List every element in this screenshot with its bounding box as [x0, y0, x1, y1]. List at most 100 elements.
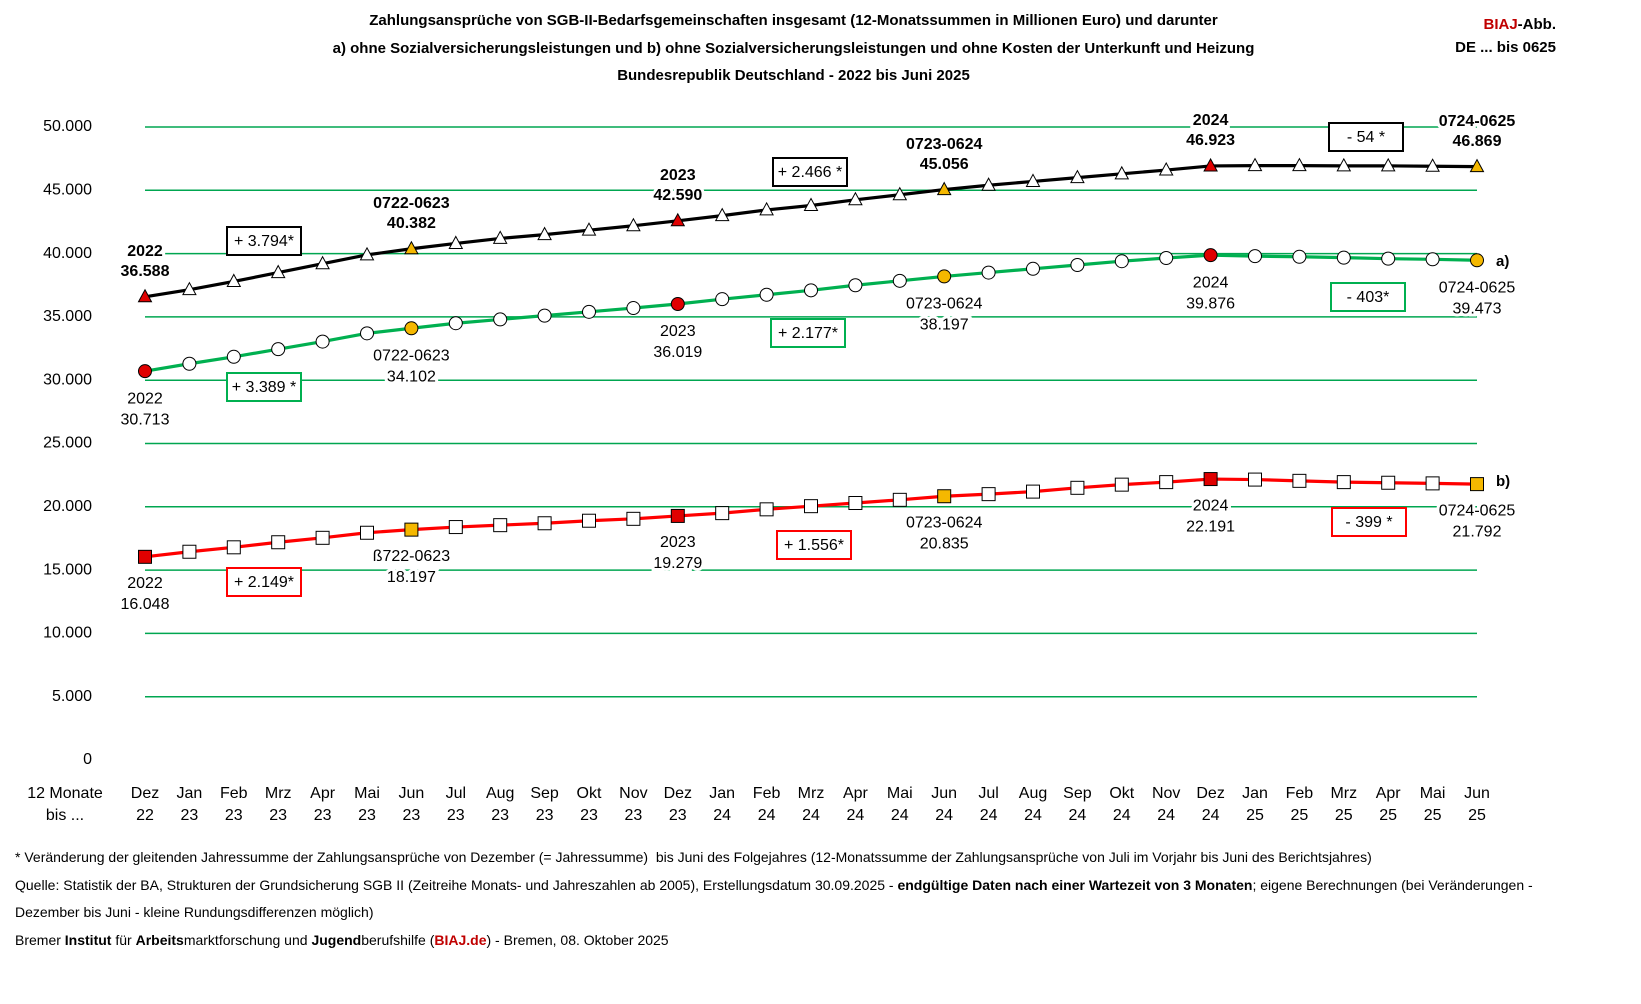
change-box [226, 372, 302, 402]
x-tick-label: Apr 23 [310, 785, 336, 824]
change-box [226, 226, 302, 256]
footnote-text: endgültige Daten nach einer Wartezeit vo… [897, 876, 1253, 893]
marker [981, 487, 996, 502]
period-label: 2023 [660, 323, 696, 340]
marker [493, 518, 508, 533]
y-tick-label: 40.000 [43, 245, 92, 262]
marker [537, 308, 552, 323]
marker [315, 530, 330, 545]
marker [271, 342, 286, 357]
marker [360, 525, 374, 540]
marker [1247, 157, 1263, 172]
marker [1159, 475, 1174, 490]
y-tick-label: 10.000 [43, 625, 92, 642]
period-label: 0722-0623 [373, 195, 450, 212]
period-label: 2024 [1193, 497, 1229, 514]
change-box [770, 318, 846, 348]
marker [404, 321, 419, 336]
x-tick-label: Okt 24 [1109, 785, 1135, 824]
marker [759, 201, 774, 216]
footnote-text: BIAJ.de [434, 931, 487, 948]
period-label: 2024 [1193, 274, 1229, 291]
marker [937, 269, 952, 284]
marker [626, 511, 641, 526]
marker [1292, 157, 1307, 172]
marker [981, 265, 996, 280]
marker [1203, 472, 1218, 487]
marker [1203, 248, 1218, 263]
marker [582, 513, 596, 528]
period-label: 0724-0625 [1439, 502, 1516, 519]
marker [626, 217, 641, 232]
marker [1159, 251, 1174, 266]
marker [404, 240, 419, 255]
marker [1248, 249, 1262, 264]
period-label: ß722-0623 [373, 548, 450, 565]
x-tick-label: Dez 22 [130, 785, 160, 824]
data-label: 36.019 [653, 344, 702, 361]
marker [360, 326, 374, 341]
x-tick-label: Mai 24 [886, 785, 913, 824]
marker [270, 264, 286, 279]
period-label: 0724-0625 [1439, 279, 1516, 296]
data-label: 22.191 [1186, 518, 1235, 535]
data-label: 30.713 [121, 411, 170, 428]
y-tick-label: 45.000 [43, 182, 92, 199]
marker [315, 334, 330, 349]
marker [803, 197, 819, 211]
marker [1381, 251, 1396, 266]
marker [1114, 254, 1129, 269]
marker [1070, 257, 1085, 272]
marker [937, 489, 952, 504]
footnote-text: für [111, 931, 136, 948]
marker [537, 226, 552, 241]
marker [537, 516, 552, 531]
series-line [144, 253, 1478, 373]
x-tick-label: Feb 23 [220, 785, 248, 824]
change-box [1331, 507, 1407, 537]
x-tick-label: Jan 23 [176, 785, 203, 824]
data-label: 42.590 [653, 187, 702, 204]
marker [848, 191, 863, 206]
marker [182, 544, 197, 559]
x-tick-label: Jan 25 [1242, 785, 1268, 824]
marker [1025, 173, 1041, 187]
data-label: 36.588 [121, 263, 170, 280]
y-tick-label: 5.000 [52, 688, 92, 705]
footnote: Dezember bis Juni - kleine Rundungsdiffe… [15, 904, 373, 920]
x-tick-label: Jun 25 [1464, 785, 1490, 824]
change-box [776, 530, 852, 560]
marker [892, 492, 907, 507]
x-tick-label: Sep 24 [1063, 785, 1092, 824]
marker [1248, 472, 1262, 487]
marker [1026, 484, 1040, 499]
change-label: - 399 * [1345, 514, 1392, 531]
footnote-text: Dezember bis Juni - kleine Rundungsdiffe… [15, 904, 374, 920]
footnote-text: Bremer [15, 931, 65, 948]
x-axis-label: 12 Monate bis ... [27, 785, 103, 824]
x-tick-label: Jun 23 [398, 785, 425, 824]
marker [1292, 249, 1307, 264]
marker [804, 499, 818, 514]
marker [1292, 473, 1307, 488]
marker [714, 207, 730, 222]
marker [226, 540, 241, 555]
data-label: 34.102 [387, 368, 436, 385]
marker [182, 281, 197, 296]
marker [359, 246, 375, 261]
period-label: 0724-0625 [1439, 113, 1516, 130]
y-tick-label: 0 [83, 751, 92, 768]
footnote-text: berufshilfe ( [361, 931, 435, 948]
change-label: - 403* [1347, 289, 1390, 306]
footnote-text: marktforschung und [183, 931, 312, 948]
change-label: + 3.794* [234, 233, 294, 250]
marker [759, 287, 774, 302]
marker [1158, 161, 1174, 176]
x-tick-label: Dez 23 [663, 785, 693, 824]
marker [936, 181, 952, 196]
change-label: - 54 * [1347, 129, 1385, 146]
x-tick-label: Okt 23 [576, 785, 602, 824]
period-label: 0723-0624 [906, 514, 983, 531]
data-label: 46.869 [1453, 133, 1502, 150]
